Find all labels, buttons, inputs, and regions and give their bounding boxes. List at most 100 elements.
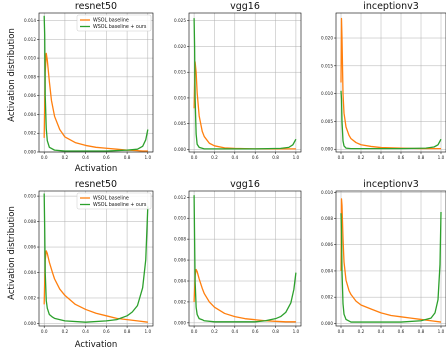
x-tick-label: 0.8 <box>272 329 279 334</box>
x-tick-label: 0.6 <box>398 155 405 160</box>
legend-label: WSOL baseline <box>93 18 129 24</box>
y-tick-label: 0.025 <box>174 18 186 23</box>
x-tick-label: 0.4 <box>378 155 385 160</box>
x-tick-label: 0.2 <box>211 329 218 334</box>
x-tick-label: 0.8 <box>124 155 131 160</box>
y-tick-label: 0.004 <box>24 270 36 275</box>
panel-5: inceptionv3 0.0 0.2 0.4 0.6 0.8 1.0 0.000 0.002 0… <box>321 179 446 334</box>
plot-frame <box>38 12 154 153</box>
panel-4: vgg16 0.0 0.2 0.4 0.6 0.8 1.0 0.000 0.002 0.004 0.… <box>174 179 302 334</box>
panel-title: inceptionv3 <box>363 1 419 12</box>
x-tick-label: 0.4 <box>231 329 238 334</box>
y-tick-label: 0.010 <box>174 95 186 100</box>
y-tick-label: 0.006 <box>24 245 36 250</box>
plot-frame <box>38 190 154 327</box>
series-line-baseline <box>340 17 441 150</box>
panel-title: resnet50 <box>75 1 117 12</box>
series-line-ours <box>43 15 149 152</box>
panel-3: resnet50 0.0 0.2 0.4 0.6 0.8 1.0 0.000 0.002 0.00… <box>24 179 154 334</box>
y-tick-label: 0.002 <box>24 295 36 300</box>
y-tick-label: 0.000 <box>321 321 333 326</box>
series-line-baseline <box>193 61 296 150</box>
x-tick-label: 0.8 <box>418 155 425 160</box>
y-tick-label: 0.008 <box>174 237 186 242</box>
y-tick-label: 0.002 <box>174 299 186 304</box>
y-tick-label: 0.005 <box>174 121 186 126</box>
panel-1: vgg16 0.0 0.2 0.4 0.6 0.8 1.0 0.000 0.005 0.010 0.… <box>174 1 302 160</box>
x-tick-label: 0.8 <box>272 155 279 160</box>
y-tick-label: 0.020 <box>174 44 186 49</box>
x-tick-label: 0.2 <box>358 155 365 160</box>
y-tick-label: 0.014 <box>24 18 36 23</box>
plot-frame <box>188 12 302 153</box>
x-tick-label: 0.0 <box>338 329 345 334</box>
series-line-ours <box>193 195 297 323</box>
x-tick-label: 0.0 <box>41 329 48 334</box>
x-tick-label: 0.0 <box>191 329 198 334</box>
y-tick-label: 0.000 <box>174 147 186 152</box>
x-tick-label: 0.6 <box>103 155 110 160</box>
legend-label: WSOL baseline + ours <box>93 24 147 30</box>
y-tick-label: 0.006 <box>321 242 333 247</box>
y-tick-label: 0.012 <box>174 195 186 200</box>
legend-box <box>76 192 152 210</box>
series-line-ours <box>43 193 149 323</box>
x-tick-label: 0.0 <box>338 155 345 160</box>
y-tick-label: 0.010 <box>321 190 333 195</box>
y-tick-label: 0.002 <box>24 131 36 136</box>
y-tick-label: 0.000 <box>321 147 333 152</box>
plot-frame <box>188 190 302 327</box>
panel-title: vgg16 <box>230 1 260 12</box>
x-tick-label: 0.4 <box>82 155 89 160</box>
x-tick-label: 1.0 <box>293 155 300 160</box>
x-tick-label: 0.4 <box>378 329 385 334</box>
y-tick-label: 0.006 <box>24 93 36 98</box>
plot-frame <box>335 190 446 327</box>
y-tick-label: 0.000 <box>24 150 36 155</box>
panel-0: resnet50 0.0 0.2 0.4 0.6 0.8 1.0 0.000 0.002 0.00… <box>24 1 154 160</box>
y-tick-label: 0.010 <box>24 56 36 61</box>
series-line-ours <box>340 90 442 150</box>
y-tick-label: 0.004 <box>321 268 333 273</box>
panel-title: resnet50 <box>75 179 117 190</box>
y-tick-label: 0.004 <box>24 112 36 117</box>
series-line-baseline <box>340 198 442 323</box>
series-line-ours <box>193 18 297 150</box>
x-axis-label-top-row: Activation <box>75 164 118 174</box>
series-line-ours <box>340 211 442 323</box>
y-tick-label: 0.020 <box>321 36 333 41</box>
x-tick-label: 0.6 <box>252 155 259 160</box>
y-axis-label-top-row: Activation distribution <box>7 28 17 122</box>
x-tick-label: 0.4 <box>82 329 89 334</box>
x-tick-label: 0.0 <box>41 155 48 160</box>
legend-box <box>76 14 152 32</box>
series-line-baseline <box>193 268 296 323</box>
y-tick-label: 0.000 <box>24 321 36 326</box>
x-tick-label: 0.6 <box>252 329 259 334</box>
x-tick-label: 0.2 <box>62 329 69 334</box>
x-tick-label: 0.2 <box>211 155 218 160</box>
legend-label: WSOL baseline <box>93 196 129 202</box>
panel-title: vgg16 <box>230 179 260 190</box>
y-tick-label: 0.004 <box>174 279 186 284</box>
x-tick-label: 1.0 <box>144 155 151 160</box>
y-tick-label: 0.010 <box>174 216 186 221</box>
plot-frame <box>335 12 446 153</box>
x-tick-label: 1.0 <box>293 329 300 334</box>
y-tick-label: 0.008 <box>24 74 36 79</box>
y-tick-label: 0.002 <box>321 295 333 300</box>
x-tick-label: 0.6 <box>103 329 110 334</box>
series-line-baseline <box>43 52 148 152</box>
x-tick-label: 0.8 <box>124 329 131 334</box>
x-tick-label: 0.0 <box>191 155 198 160</box>
x-tick-label: 0.8 <box>418 329 425 334</box>
y-tick-label: 0.006 <box>174 258 186 263</box>
x-tick-label: 0.2 <box>62 155 69 160</box>
y-tick-label: 0.010 <box>321 91 333 96</box>
x-tick-label: 0.4 <box>231 155 238 160</box>
y-tick-label: 0.008 <box>24 219 36 224</box>
x-tick-label: 1.0 <box>144 329 151 334</box>
x-tick-label: 1.0 <box>438 155 445 160</box>
y-tick-label: 0.015 <box>321 63 333 68</box>
